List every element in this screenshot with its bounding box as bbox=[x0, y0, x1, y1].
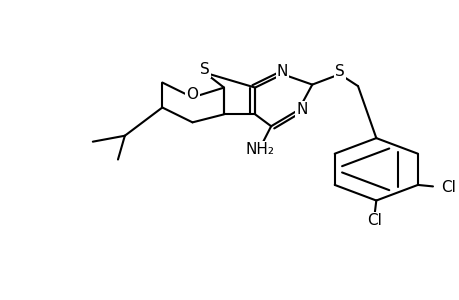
Text: Cl: Cl bbox=[441, 180, 455, 195]
Text: NH₂: NH₂ bbox=[245, 142, 274, 157]
Text: O: O bbox=[186, 87, 198, 102]
Text: N: N bbox=[296, 102, 307, 117]
Text: N: N bbox=[276, 64, 288, 79]
Text: S: S bbox=[334, 64, 344, 79]
Text: Cl: Cl bbox=[367, 213, 381, 228]
Text: S: S bbox=[200, 62, 209, 77]
